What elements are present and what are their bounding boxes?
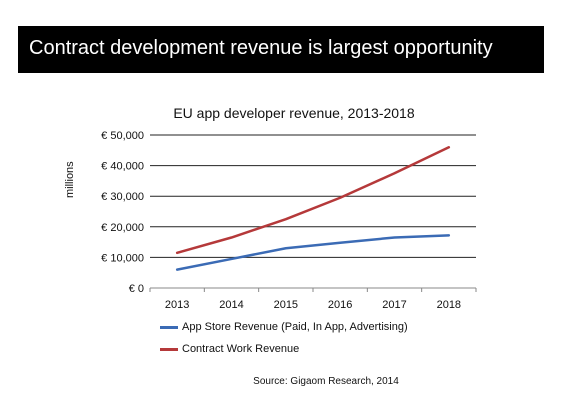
- y-tick-label: € 10,000: [101, 252, 144, 264]
- y-tick-label: € 40,000: [101, 161, 144, 173]
- page-title: Contract development revenue is largest …: [29, 37, 493, 59]
- chart-title: EU app developer revenue, 2013-2018: [173, 105, 415, 121]
- legend-label-app-store: App Store Revenue (Paid, In App, Adverti…: [182, 321, 408, 333]
- y-tick-label: € 20,000: [101, 222, 144, 234]
- x-tick-label: 2017: [382, 299, 406, 311]
- x-tick-label: 2016: [328, 299, 352, 311]
- legend-label-contract: Contract Work Revenue: [182, 343, 300, 355]
- source-note: Source: Gigaom Research, 2014: [253, 376, 399, 387]
- x-tick-label: 2015: [274, 299, 298, 311]
- series-line-0: [175, 234, 451, 271]
- y-tick-label: € 30,000: [101, 191, 144, 203]
- header-bar: Contract development revenue is largest …: [18, 26, 544, 73]
- legend-item-app-store: App Store Revenue (Paid, In App, Adverti…: [160, 319, 408, 335]
- y-tick-label: € 0: [129, 283, 144, 295]
- y-tick-label: € 50,000: [101, 130, 144, 142]
- legend-swatch-app-store: [160, 325, 178, 329]
- x-tick-label: 2013: [165, 299, 189, 311]
- x-tick-label: 2018: [437, 299, 461, 311]
- x-tick-label: 2014: [219, 299, 243, 311]
- series-line-1: [175, 145, 451, 255]
- legend-item-contract: Contract Work Revenue: [160, 341, 408, 357]
- legend: App Store Revenue (Paid, In App, Adverti…: [160, 319, 408, 363]
- legend-swatch-contract: [160, 347, 178, 351]
